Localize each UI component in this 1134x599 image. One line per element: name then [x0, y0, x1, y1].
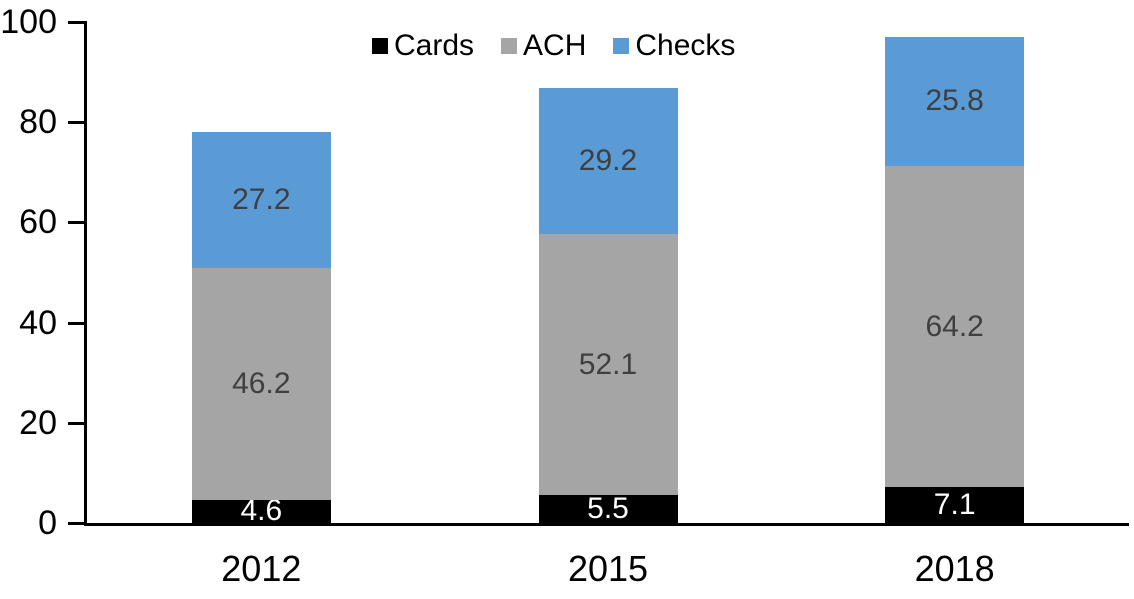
bar-value-label-cards-2018: 7.1 — [933, 488, 976, 522]
legend-swatch-cards-icon — [372, 38, 388, 54]
bar-value-label-cards-2012: 4.6 — [240, 494, 283, 528]
legend-item-ach: ACH — [501, 29, 586, 63]
legend-swatch-ach-icon — [501, 38, 518, 54]
legend-label-cards: Cards — [394, 29, 475, 62]
bar-value-label-cards-2015: 5.5 — [587, 492, 629, 526]
bar-segment-ach-2018 — [885, 165, 1025, 488]
y-axis-tick-label: 40 — [19, 303, 57, 342]
y-axis-tick — [68, 321, 84, 325]
legend-item-checks: Checks — [613, 29, 735, 63]
legend-label-ach: ACH — [523, 29, 587, 62]
bar-segment-checks-2015 — [538, 88, 678, 235]
bar-segment-cards-2018 — [885, 487, 1025, 523]
y-axis-tick — [68, 221, 84, 225]
bar-value-label-ach-2018: 64.2 — [925, 309, 984, 343]
x-axis-line — [84, 523, 1129, 526]
y-axis-tick — [68, 421, 84, 425]
bar-value-label-checks-2018: 25.8 — [925, 84, 984, 118]
bar-value-label-checks-2012: 27.2 — [232, 183, 291, 217]
bar-segment-ach-2012 — [191, 268, 331, 500]
legend-label-checks: Checks — [635, 29, 736, 62]
y-axis-tick-label: 60 — [19, 203, 57, 242]
bar-segment-cards-2012 — [191, 499, 331, 523]
bar-segment-ach-2015 — [538, 234, 678, 496]
chart-legend: Cards ACH Checks — [372, 29, 735, 63]
y-axis-tick — [68, 121, 84, 125]
y-axis-tick-label: 0 — [38, 504, 57, 542]
bar-value-label-ach-2015: 52.1 — [578, 347, 638, 381]
x-category-label-2015: 2015 — [567, 548, 649, 589]
x-category-label-2012: 2012 — [221, 548, 302, 589]
bar-segment-checks-2012 — [191, 132, 331, 269]
y-axis-line — [84, 21, 87, 526]
bar-segment-cards-2015 — [538, 495, 678, 523]
bar-value-label-ach-2012: 46.2 — [232, 367, 291, 401]
y-axis-tick — [68, 21, 84, 24]
legend-item-cards: Cards — [372, 29, 474, 63]
legend-swatch-checks-icon — [613, 38, 630, 54]
bar-value-label-checks-2015: 29.2 — [578, 144, 638, 178]
y-axis-tick-label: 80 — [19, 103, 57, 142]
y-axis-tick — [68, 522, 84, 525]
y-axis-tick-label: 100 — [0, 3, 57, 41]
bar-segment-checks-2018 — [885, 36, 1025, 166]
x-category-label-2018: 2018 — [914, 548, 995, 589]
y-axis-tick-label: 20 — [19, 403, 57, 442]
